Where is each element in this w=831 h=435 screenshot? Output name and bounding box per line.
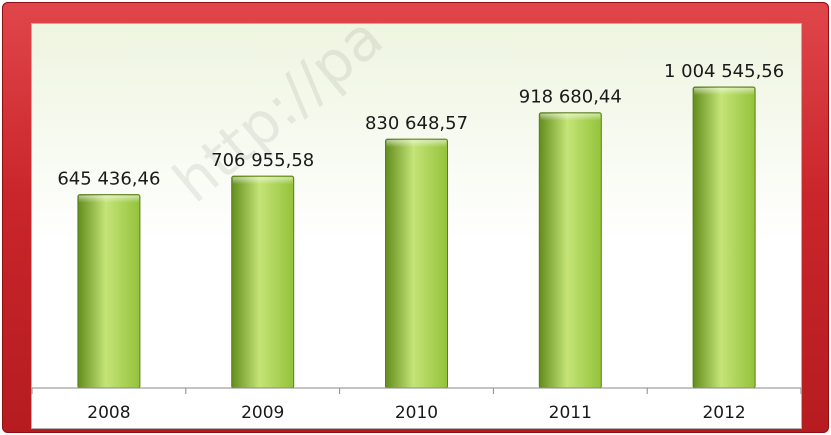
bar-highlight-2009 [232, 177, 293, 185]
x-tick-label-group: 2008 2009 2010 2011 2012 [87, 403, 745, 423]
bar-2011 [538, 112, 602, 389]
x-tick-label-2010: 2010 [395, 403, 438, 423]
bar-2010 [385, 138, 448, 389]
x-tick-label-2008: 2008 [87, 403, 130, 423]
value-label-2011: 918 680,44 [519, 87, 622, 108]
value-label-2010: 830 648,57 [365, 113, 468, 134]
x-tick-label-2011: 2011 [549, 403, 592, 423]
bar-2008 [77, 194, 141, 389]
bar-highlight-2008 [78, 195, 139, 203]
bar-highlight-2011 [540, 113, 601, 121]
x-tick-label-2009: 2009 [241, 403, 284, 423]
bar-group [77, 86, 756, 389]
bar-highlight-2010 [386, 140, 447, 148]
value-label-2008: 645 436,46 [57, 169, 160, 190]
x-tick-label-2012: 2012 [702, 403, 745, 423]
value-label-2009: 706 955,58 [211, 150, 314, 171]
value-label-group: 645 436,46 706 955,58 830 648,57 918 680,44… [57, 61, 784, 190]
bar-highlight-2012 [694, 88, 755, 95]
bar-2009 [231, 175, 295, 389]
value-label-2012: 1 004 545,56 [664, 61, 784, 82]
bar-2012 [692, 86, 756, 389]
x-tick-group [31, 388, 802, 394]
